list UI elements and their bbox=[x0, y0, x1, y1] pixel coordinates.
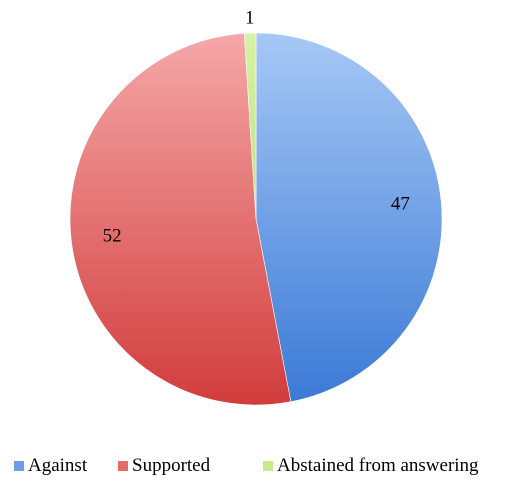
pie-slice-against bbox=[255, 32, 443, 403]
legend-label-abstained-from-answering: Abstained from answering bbox=[277, 455, 479, 476]
data-label-abstained-from-answering: 1 bbox=[245, 7, 255, 28]
legend: Against Supported Abstained from answering bbox=[14, 455, 479, 476]
legend-label-against: Against bbox=[28, 455, 88, 476]
pie-slices bbox=[69, 32, 443, 406]
legend-swatch-against bbox=[14, 461, 24, 471]
legend-swatch-supported bbox=[118, 461, 128, 471]
pie-slice-supported bbox=[69, 33, 292, 406]
legend-item-supported: Supported bbox=[118, 455, 211, 476]
data-label-supported: 52 bbox=[103, 226, 122, 247]
data-label-against: 47 bbox=[391, 194, 410, 215]
legend-item-against: Against bbox=[14, 455, 88, 476]
pie-data-labels: 47 52 1 bbox=[103, 7, 410, 246]
legend-label-supported: Supported bbox=[132, 455, 211, 476]
legend-swatch-abstained-from-answering bbox=[263, 461, 273, 471]
pie-slice-abstained-from-answering bbox=[244, 32, 257, 220]
legend-item-abstained-from-answering: Abstained from answering bbox=[263, 455, 479, 476]
